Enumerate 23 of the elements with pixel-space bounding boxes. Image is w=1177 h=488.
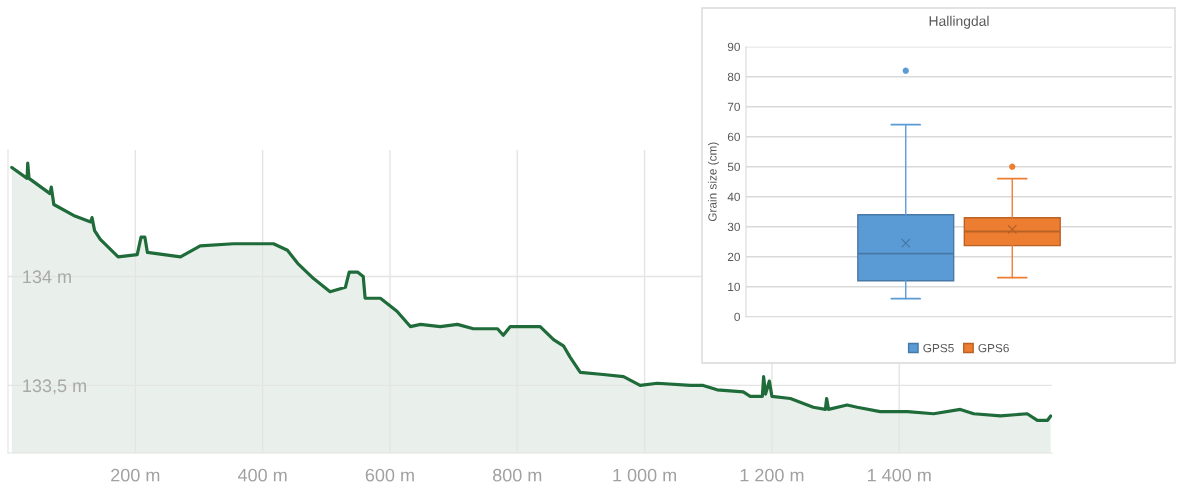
y-tick-label: 134 m <box>23 270 71 284</box>
chart-title: Hallingdal <box>929 15 989 29</box>
x-tick-label: 400 m <box>237 468 287 482</box>
y-tick-label: 0 <box>734 312 740 322</box>
legend-label: GPS6 <box>978 343 1009 353</box>
y-tick-label: 20 <box>727 252 740 262</box>
x-tick-label: 600 m <box>365 468 414 482</box>
x-tick-label: 1 400 m <box>867 468 931 482</box>
y-tick-label: 40 <box>727 192 740 202</box>
y-tick-label: 60 <box>727 132 740 142</box>
y-axis-title: Grain size (cm) <box>707 142 719 222</box>
x-tick-label: 200 m <box>111 468 160 482</box>
y-tick-label: 133,5 m <box>23 379 86 395</box>
y-tick-label: 90 <box>727 42 740 52</box>
y-tick-label: 30 <box>727 222 740 232</box>
x-tick-label: 800 m <box>492 468 542 482</box>
y-tick-label: 50 <box>727 162 740 172</box>
y-tick-label: 10 <box>728 282 740 292</box>
y-tick-label: 80 <box>727 72 740 82</box>
y-tick-label: 70 <box>727 102 740 112</box>
x-tick-label: 1 200 m <box>740 468 804 482</box>
x-tick-label: 1 000 m <box>613 468 677 482</box>
legend-label: GPS5 <box>923 343 954 353</box>
